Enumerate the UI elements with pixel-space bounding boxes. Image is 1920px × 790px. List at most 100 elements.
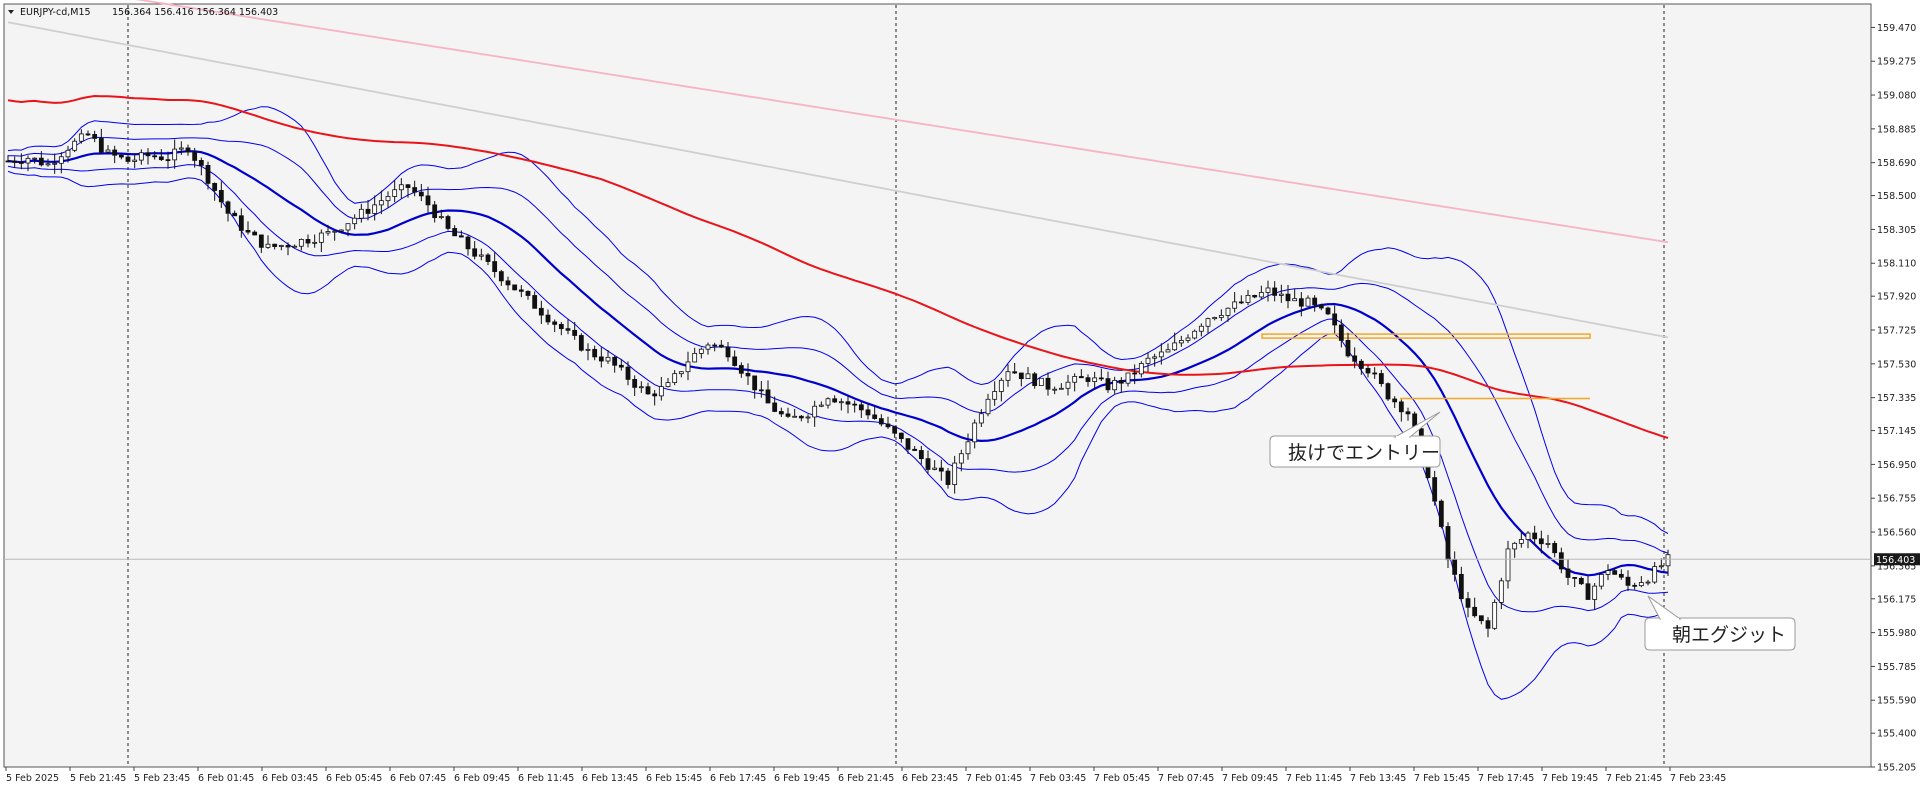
candle-body: [185, 147, 191, 153]
candle: [18, 153, 24, 170]
candle-body: [1178, 340, 1184, 344]
candle: [1212, 316, 1218, 321]
candle: [918, 445, 924, 465]
candle: [1045, 372, 1051, 396]
candle-body: [1025, 373, 1031, 380]
candle-body: [1192, 330, 1198, 339]
candle: [945, 467, 951, 489]
candle-body: [25, 157, 31, 164]
candle-body: [478, 254, 484, 257]
candle-body: [892, 426, 898, 434]
candle-body: [1445, 526, 1451, 561]
candle: [1398, 399, 1404, 422]
candle-body: [758, 389, 764, 392]
candle: [1505, 540, 1511, 589]
candle: [318, 229, 324, 253]
y-tick-label: 159.470: [1877, 23, 1916, 34]
candle-body: [692, 352, 698, 363]
candle-body: [1058, 387, 1064, 390]
current-price-label: 156.403: [1876, 555, 1915, 566]
dropdown-arrow-icon[interactable]: [8, 10, 14, 14]
candle-body: [558, 323, 564, 330]
candle-body: [858, 404, 864, 411]
candle-body: [432, 204, 438, 219]
candle: [598, 347, 604, 368]
candle-body: [1545, 543, 1551, 545]
candle-body: [1618, 573, 1624, 578]
candle-body: [1585, 583, 1591, 600]
candle: [1665, 549, 1671, 576]
candle-body: [1592, 585, 1598, 600]
candle-body: [512, 284, 518, 291]
candle-body: [518, 289, 524, 292]
candle-body: [1332, 313, 1338, 326]
candle: [1532, 525, 1538, 545]
candle: [298, 238, 304, 251]
candle: [1118, 377, 1124, 393]
candle: [1152, 353, 1158, 367]
candle: [365, 199, 371, 221]
candle-body: [1598, 574, 1604, 587]
candle: [345, 223, 351, 237]
candle-body: [1498, 580, 1504, 603]
candle: [1205, 317, 1211, 334]
candle-body: [378, 200, 384, 206]
x-tick-label: 6 Feb 09:45: [454, 773, 510, 784]
bollinger-lower-1: [7, 164, 1669, 613]
candle-body: [1318, 304, 1324, 309]
candle-body: [18, 162, 24, 164]
candle: [172, 139, 178, 169]
x-tick-label: 6 Feb 19:45: [774, 773, 830, 784]
candle: [418, 184, 424, 202]
x-tick-label: 7 Feb 01:45: [966, 773, 1022, 784]
candle-body: [152, 155, 158, 158]
ma-red: [7, 94, 1669, 439]
candle: [285, 242, 291, 256]
candle: [312, 234, 318, 248]
candle: [958, 449, 964, 472]
candle-body: [598, 356, 604, 362]
candle-body: [192, 151, 198, 161]
callout-entry[interactable]: 抜けでエントリー: [1269, 411, 1441, 468]
candle: [1038, 377, 1044, 387]
candle-body: [98, 138, 104, 153]
candle: [1298, 292, 1304, 317]
candle: [818, 401, 824, 408]
candle: [718, 340, 724, 349]
candle: [792, 408, 798, 418]
ma-20: [7, 150, 1669, 577]
callout-exit[interactable]: 朝エグジット: [1644, 595, 1796, 651]
candle-body: [298, 239, 304, 247]
candle-body: [218, 190, 224, 203]
candle: [1025, 367, 1031, 380]
candle-body: [1325, 307, 1331, 315]
x-tick-label: 7 Feb 15:45: [1414, 773, 1470, 784]
candle: [812, 400, 818, 427]
candle: [178, 141, 184, 155]
candle-body: [338, 229, 344, 232]
ma-pink: [135, 0, 1669, 244]
candle-body: [425, 195, 431, 206]
candle: [1438, 499, 1444, 529]
candle-body: [978, 413, 984, 424]
candle-body: [1558, 552, 1564, 570]
candle: [1052, 386, 1058, 395]
candle-body: [38, 157, 44, 166]
candle: [452, 225, 458, 237]
candle: [352, 214, 358, 230]
candle: [685, 351, 691, 381]
candle-body: [52, 162, 58, 165]
candle: [612, 355, 618, 373]
exit-callout-text: 朝エグジット: [1672, 624, 1786, 646]
candle: [518, 285, 524, 298]
candle: [1518, 531, 1524, 548]
candle: [532, 291, 538, 309]
candle: [238, 208, 244, 238]
candle: [145, 148, 151, 165]
candle-body: [805, 416, 811, 419]
candle-body: [552, 321, 558, 325]
candle: [858, 402, 864, 418]
x-tick-label: 7 Feb 19:45: [1542, 773, 1598, 784]
